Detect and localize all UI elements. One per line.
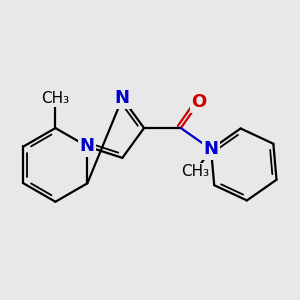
- Text: N: N: [203, 140, 218, 158]
- Text: N: N: [80, 137, 95, 155]
- Text: CH₃: CH₃: [41, 91, 70, 106]
- Text: N: N: [115, 89, 130, 107]
- Text: CH₃: CH₃: [181, 164, 209, 179]
- Text: O: O: [191, 93, 206, 111]
